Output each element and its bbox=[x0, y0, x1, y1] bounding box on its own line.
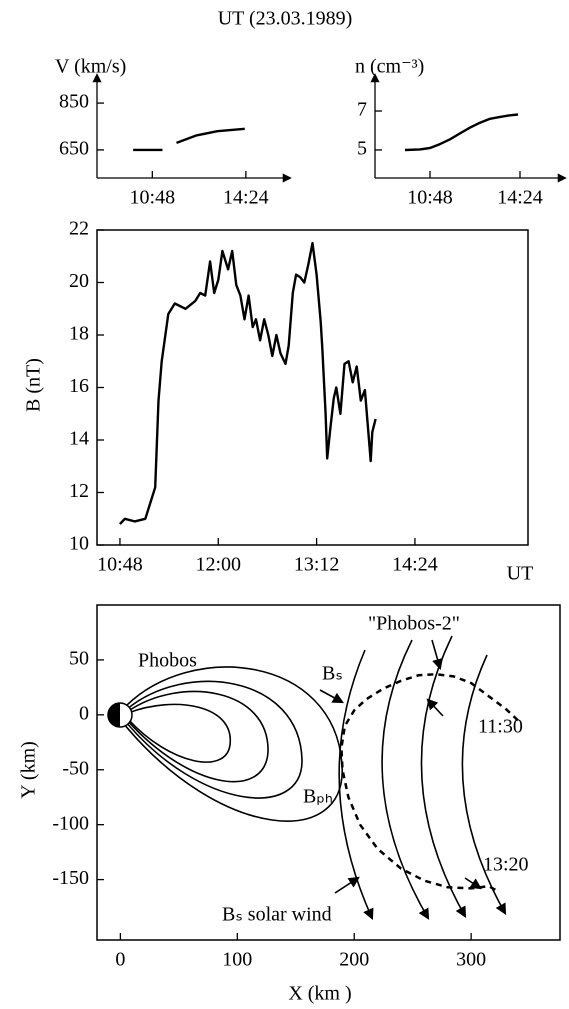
annotation: 11:30 bbox=[478, 716, 523, 738]
x-tick-label: 0 bbox=[115, 949, 125, 971]
mars-night bbox=[108, 703, 120, 727]
field-loop bbox=[127, 703, 231, 763]
data-line bbox=[133, 127, 245, 152]
field-loop bbox=[125, 680, 303, 799]
solar-wind-line bbox=[338, 649, 374, 921]
x-tick-label: 14:24 bbox=[392, 554, 438, 576]
x-tick-label: 13:12 bbox=[294, 554, 340, 576]
pointer bbox=[426, 698, 444, 717]
y-tick-label: -100 bbox=[52, 812, 89, 834]
plot-frame bbox=[96, 229, 529, 546]
x-tick-label: 12:00 bbox=[195, 554, 241, 576]
x-tick-label: 10:48 bbox=[97, 554, 143, 576]
y-tick-label: 18 bbox=[69, 323, 89, 345]
annotation: Bₚₕ bbox=[303, 786, 333, 808]
x-tick-label: 10:48 bbox=[407, 187, 453, 209]
x-axis-label: UT bbox=[507, 563, 534, 585]
pointer bbox=[464, 877, 482, 890]
field-loop bbox=[126, 690, 269, 783]
pointer bbox=[319, 689, 344, 704]
y-tick-label: 20 bbox=[69, 270, 89, 292]
y-tick-label: 12 bbox=[69, 480, 89, 502]
y-tick-label: 0 bbox=[79, 702, 89, 724]
data-line bbox=[404, 113, 519, 152]
y-tick-label: 10 bbox=[69, 533, 89, 555]
y-tick-label: 22 bbox=[69, 218, 89, 240]
x-tick-label: 300 bbox=[456, 949, 486, 971]
annotation: Bₛ solar wind bbox=[222, 904, 332, 926]
y-tick-label: -50 bbox=[62, 757, 89, 779]
y-tick-label: 14 bbox=[69, 428, 89, 450]
x-tick-label: 200 bbox=[339, 949, 369, 971]
figure-title: UT (23.03.1989) bbox=[218, 8, 353, 30]
y-tick-label: 16 bbox=[69, 375, 89, 397]
x-tick-label: 100 bbox=[222, 949, 252, 971]
y-axis-label: V (km/s) bbox=[55, 56, 126, 78]
pointer bbox=[431, 639, 443, 671]
y-tick-label: 650 bbox=[59, 138, 89, 160]
pointer bbox=[334, 876, 360, 894]
x-tick-label: 14:24 bbox=[497, 187, 543, 209]
annotation: 13:20 bbox=[483, 854, 529, 876]
x-axis-label: X (km ) bbox=[288, 983, 351, 1005]
y-tick-label: 50 bbox=[69, 648, 89, 670]
annotation: "Phobos-2" bbox=[368, 613, 460, 635]
plot-frame bbox=[96, 604, 561, 941]
solar-wind-line bbox=[420, 635, 467, 918]
data-line bbox=[119, 241, 377, 525]
annotation: Phobos bbox=[138, 650, 197, 672]
y-axis-label: B (nT) bbox=[23, 358, 45, 412]
solar-wind-line bbox=[461, 654, 507, 915]
x-tick-label: 10:48 bbox=[130, 187, 176, 209]
schematic bbox=[107, 635, 507, 921]
y-axis-label: Y (km) bbox=[18, 741, 40, 799]
y-axis-label: n (cm⁻³) bbox=[355, 56, 424, 78]
x-tick-label: 14:24 bbox=[223, 187, 269, 209]
annotation: Bₛ bbox=[322, 663, 343, 685]
y-tick-label: 850 bbox=[59, 91, 89, 113]
y-tick-label: -150 bbox=[52, 867, 89, 889]
y-tick-label: 5 bbox=[357, 138, 367, 160]
solar-wind-line bbox=[381, 639, 430, 920]
y-tick-label: 7 bbox=[357, 99, 367, 121]
